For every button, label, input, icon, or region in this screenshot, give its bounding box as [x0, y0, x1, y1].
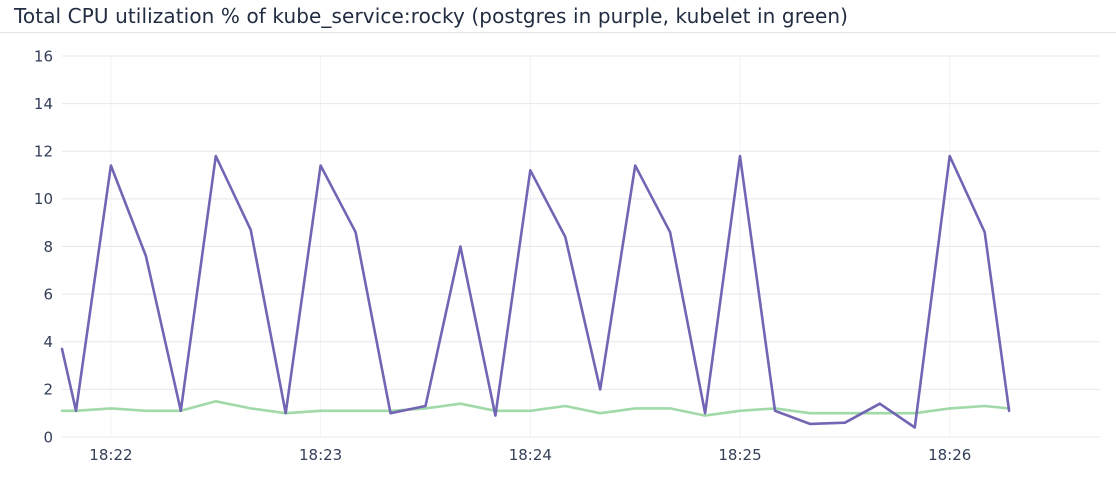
y-tick-label: 8: [43, 238, 53, 256]
x-tick-label: 18:26: [928, 446, 971, 464]
x-tick-label: 18:23: [299, 446, 342, 464]
chart-canvas: 0 2 4 6 8 10 12 14 16 18:22 18:23 18:24 18:25 18:26: [34, 47, 1100, 464]
x-tick-label: 18:22: [89, 446, 132, 464]
y-tick-label: 12: [34, 143, 53, 161]
y-tick-label: 0: [43, 428, 53, 446]
x-tick-label: 18:24: [509, 446, 552, 464]
y-tick-label: 10: [34, 190, 53, 208]
series-kubelet-line: [60, 399, 1011, 417]
y-axis-labels: 0 2 4 6 8 10 12 14 16: [34, 47, 53, 446]
y-tick-label: 4: [43, 333, 53, 351]
horizontal-gridlines: [62, 55, 1100, 438]
panel-header: Total CPU utilization % of kube_service:…: [0, 0, 1116, 33]
y-tick-label: 16: [34, 47, 53, 65]
y-tick-label: 14: [34, 95, 53, 113]
y-tick-label: 2: [43, 381, 53, 399]
panel-title: Total CPU utilization % of kube_service:…: [14, 4, 849, 28]
x-tick-label: 18:25: [718, 446, 761, 464]
cpu-utilization-chart[interactable]: 0 2 4 6 8 10 12 14 16 18:22 18:23 18:24 18:25 18:26: [0, 33, 1116, 483]
y-tick-label: 6: [43, 285, 53, 303]
x-axis-labels: 18:22 18:23 18:24 18:25 18:26: [89, 446, 971, 464]
series-postgres-line: [60, 154, 1011, 429]
